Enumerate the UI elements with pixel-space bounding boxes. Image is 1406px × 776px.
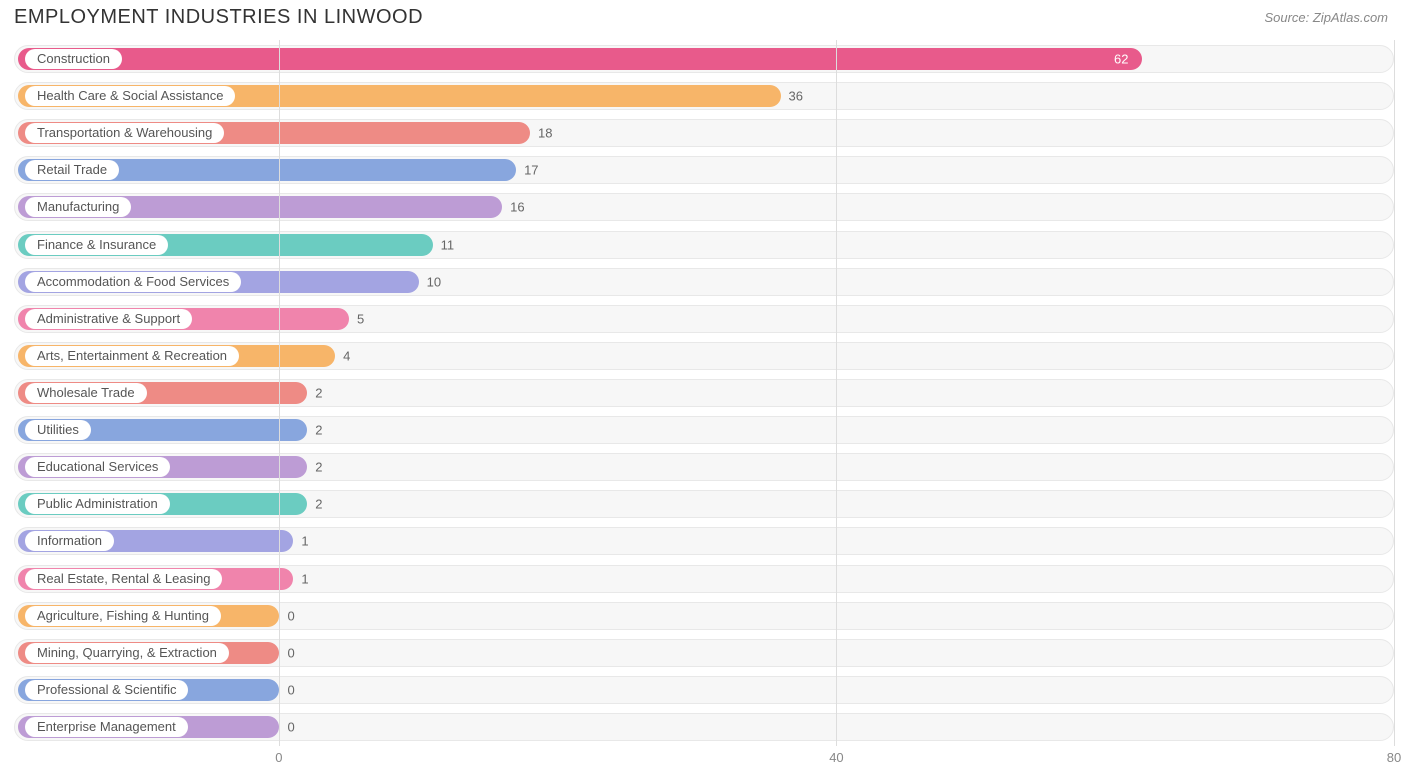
bar-track: Educational Services 2 <box>14 453 1394 481</box>
bar-value: 2 <box>315 385 322 400</box>
bar-track: Construction 62 <box>14 45 1394 73</box>
bar-track: Arts, Entertainment & Recreation 4 <box>14 342 1394 370</box>
gridline <box>836 40 837 746</box>
bar-track: Utilities 2 <box>14 416 1394 444</box>
bar-row: Public Administration 2 <box>14 489 1394 519</box>
chart-source: Source: ZipAtlas.com <box>1264 10 1388 25</box>
bar-track: Information 1 <box>14 527 1394 555</box>
bar-row: Administrative & Support 5 <box>14 304 1394 334</box>
chart-area: Construction 62 Health Care & Social Assis… <box>14 40 1394 746</box>
bar-label: Information <box>25 531 114 551</box>
bar-track: Manufacturing 16 <box>14 193 1394 221</box>
bar-value: 2 <box>315 423 322 438</box>
bar-fill <box>18 48 1142 70</box>
bar-track: Transportation & Warehousing 18 <box>14 119 1394 147</box>
bar-row: Transportation & Warehousing 18 <box>14 118 1394 148</box>
bar-row: Agriculture, Fishing & Hunting 0 <box>14 601 1394 631</box>
bar-row: Manufacturing 16 <box>14 192 1394 222</box>
x-axis: 04080 <box>14 750 1394 770</box>
bar-track: Finance & Insurance 11 <box>14 231 1394 259</box>
bar-track: Professional & Scientific 0 <box>14 676 1394 704</box>
bar-value: 18 <box>538 126 552 141</box>
bar-row: Real Estate, Rental & Leasing 1 <box>14 564 1394 594</box>
bar-value: 10 <box>427 274 441 289</box>
bar-track: Enterprise Management 0 <box>14 713 1394 741</box>
bar-track: Mining, Quarrying, & Extraction 0 <box>14 639 1394 667</box>
bar-label: Enterprise Management <box>25 717 188 737</box>
bar-value: 0 <box>287 608 294 623</box>
bar-row: Educational Services 2 <box>14 452 1394 482</box>
bar-track: Wholesale Trade 2 <box>14 379 1394 407</box>
bar-label: Construction <box>25 49 122 69</box>
x-tick-label: 0 <box>275 750 282 765</box>
bar-row: Construction 62 <box>14 44 1394 74</box>
bar-value: 11 <box>441 237 455 252</box>
bar-row: Utilities 2 <box>14 415 1394 445</box>
bar-track: Administrative & Support 5 <box>14 305 1394 333</box>
bar-row: Health Care & Social Assistance 36 <box>14 81 1394 111</box>
bar-value: 36 <box>789 89 803 104</box>
bar-label: Educational Services <box>25 457 170 477</box>
bar-value: 2 <box>315 460 322 475</box>
bar-row: Accommodation & Food Services 10 <box>14 267 1394 297</box>
gridline <box>1394 40 1395 746</box>
x-tick-label: 80 <box>1387 750 1401 765</box>
bar-value: 2 <box>315 497 322 512</box>
bar-track: Accommodation & Food Services 10 <box>14 268 1394 296</box>
bar-label: Agriculture, Fishing & Hunting <box>25 606 221 626</box>
bar-value: 0 <box>287 645 294 660</box>
bar-label: Finance & Insurance <box>25 235 168 255</box>
bar-track: Public Administration 2 <box>14 490 1394 518</box>
bar-label: Health Care & Social Assistance <box>25 86 235 106</box>
bar-track: Retail Trade 17 <box>14 156 1394 184</box>
chart-title: EMPLOYMENT INDUSTRIES IN LINWOOD <box>14 6 423 29</box>
bar-label: Retail Trade <box>25 160 119 180</box>
bar-row: Enterprise Management 0 <box>14 712 1394 742</box>
bar-track: Health Care & Social Assistance 36 <box>14 82 1394 110</box>
bar-label: Utilities <box>25 420 91 440</box>
bar-value: 17 <box>524 163 538 178</box>
bar-row: Retail Trade 17 <box>14 155 1394 185</box>
gridline <box>279 40 280 746</box>
bar-label: Wholesale Trade <box>25 383 147 403</box>
bar-value: 5 <box>357 311 364 326</box>
bar-value: 1 <box>301 571 308 586</box>
bar-label: Real Estate, Rental & Leasing <box>25 569 222 589</box>
bar-row: Finance & Insurance 11 <box>14 230 1394 260</box>
bar-track: Real Estate, Rental & Leasing 1 <box>14 565 1394 593</box>
bar-value: 0 <box>287 682 294 697</box>
bars-container: Construction 62 Health Care & Social Assis… <box>14 40 1394 746</box>
bar-row: Professional & Scientific 0 <box>14 675 1394 705</box>
bar-row: Mining, Quarrying, & Extraction 0 <box>14 638 1394 668</box>
bar-label: Accommodation & Food Services <box>25 272 241 292</box>
bar-label: Administrative & Support <box>25 309 192 329</box>
bar-label: Professional & Scientific <box>25 680 188 700</box>
bar-value: 62 <box>1114 52 1128 67</box>
bar-label: Transportation & Warehousing <box>25 123 224 143</box>
bar-value: 16 <box>510 200 524 215</box>
bar-label: Mining, Quarrying, & Extraction <box>25 643 229 663</box>
bar-value: 4 <box>343 348 350 363</box>
bar-label: Arts, Entertainment & Recreation <box>25 346 239 366</box>
bar-row: Wholesale Trade 2 <box>14 378 1394 408</box>
bar-row: Information 1 <box>14 526 1394 556</box>
bar-value: 0 <box>287 719 294 734</box>
x-tick-label: 40 <box>829 750 843 765</box>
bar-label: Manufacturing <box>25 197 131 217</box>
bar-row: Arts, Entertainment & Recreation 4 <box>14 341 1394 371</box>
bar-label: Public Administration <box>25 494 170 514</box>
bar-track: Agriculture, Fishing & Hunting 0 <box>14 602 1394 630</box>
bar-value: 1 <box>301 534 308 549</box>
